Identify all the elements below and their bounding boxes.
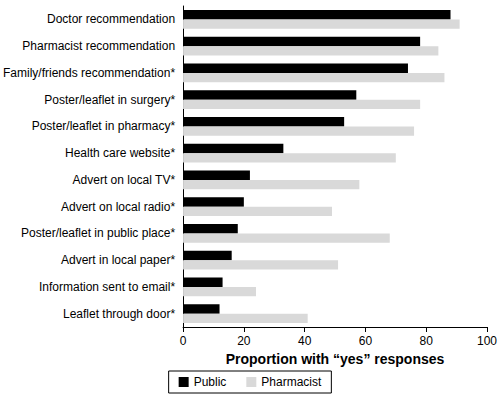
svg-text:Pharmacist recommendation: Pharmacist recommendation — [22, 39, 175, 53]
svg-text:Poster/leaflet in pharmacy*: Poster/leaflet in pharmacy* — [32, 119, 176, 133]
svg-text:Proportion with “yes” response: Proportion with “yes” responses — [226, 351, 445, 367]
svg-text:Advert in local paper*: Advert in local paper* — [61, 253, 175, 267]
svg-text:100: 100 — [477, 334, 497, 348]
svg-text:Advert on local TV*: Advert on local TV* — [73, 173, 176, 187]
svg-text:Poster/leaflet in surgery*: Poster/leaflet in surgery* — [44, 93, 175, 107]
svg-text:Health care website*: Health care website* — [65, 146, 175, 160]
svg-text:Family/friends recommendation*: Family/friends recommendation* — [3, 66, 175, 80]
svg-text:Poster/leaflet in public place: Poster/leaflet in public place* — [21, 226, 175, 240]
svg-text:Pharmacist: Pharmacist — [261, 375, 322, 389]
svg-text:60: 60 — [359, 334, 373, 348]
svg-text:80: 80 — [420, 334, 434, 348]
svg-text:Public: Public — [194, 375, 227, 389]
svg-text:Information sent to email*: Information sent to email* — [39, 280, 175, 294]
svg-text:20: 20 — [237, 334, 251, 348]
svg-text:0: 0 — [180, 334, 187, 348]
svg-text:Doctor recommendation: Doctor recommendation — [47, 12, 175, 26]
svg-text:Advert on local radio*: Advert on local radio* — [61, 200, 175, 214]
svg-text:Leaflet through door*: Leaflet through door* — [63, 307, 175, 321]
svg-text:40: 40 — [298, 334, 312, 348]
